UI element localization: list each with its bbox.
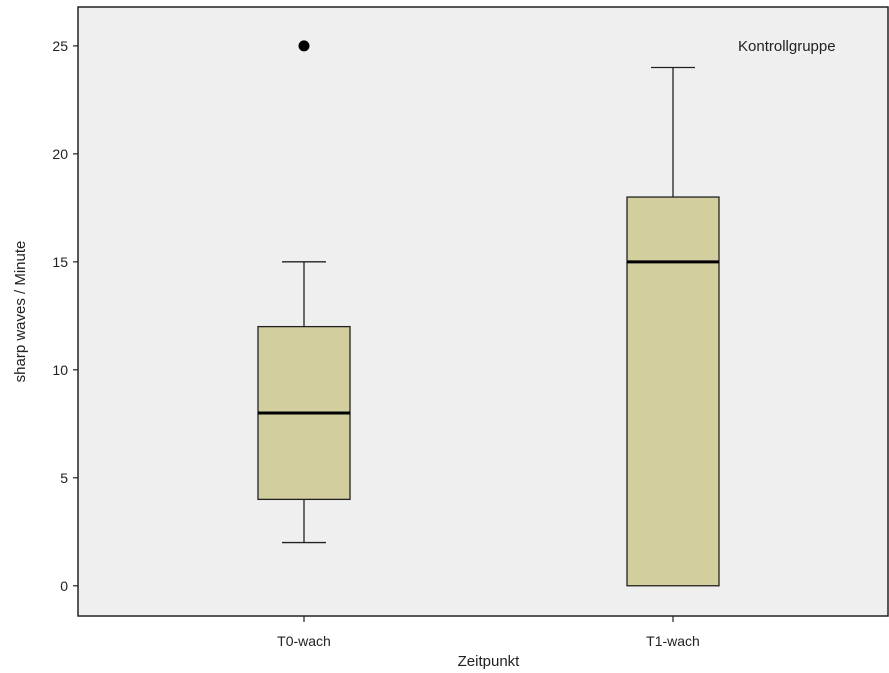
y-tick-label: 0 [60, 578, 68, 594]
box-group-T0-wach [257, 40, 351, 544]
y-tick-label: 25 [52, 38, 68, 54]
x-tick-label: T1-wach [646, 633, 700, 649]
iqr-box [626, 196, 720, 587]
x-tick-label: T0-wach [277, 633, 331, 649]
y-axis: 0 5 10 15 20 25 [52, 38, 78, 594]
y-axis-title: sharp waves / Minute [12, 241, 29, 383]
y-tick-label: 10 [52, 362, 68, 378]
x-axis: T0-wach T1-wach [277, 616, 700, 649]
plot-area [77, 6, 889, 617]
y-tick-label: 20 [52, 146, 68, 162]
chart-annotation: Kontrollgruppe [738, 38, 836, 55]
boxes [257, 40, 720, 587]
y-tick-label: 15 [52, 254, 68, 270]
y-tick-label: 5 [60, 470, 68, 486]
outlier-point [298, 40, 310, 52]
x-axis-title: Zeitpunkt [458, 653, 521, 670]
box-group-T1-wach [626, 66, 720, 587]
